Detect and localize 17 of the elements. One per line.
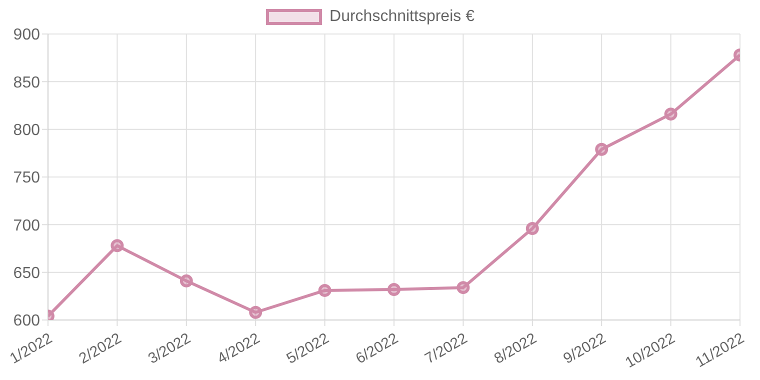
point <box>595 142 608 156</box>
y-tick-label: 650 <box>13 265 40 282</box>
legend-label: Durchschnittspreis € <box>330 8 474 26</box>
y-tick-label: 850 <box>13 74 40 92</box>
y-tick-label: 900 <box>13 26 40 44</box>
point <box>388 282 400 296</box>
point <box>318 284 332 297</box>
point <box>526 222 539 235</box>
y-tick-label: 750 <box>13 170 40 187</box>
y-tick-label: 600 <box>13 312 40 330</box>
point <box>180 274 193 288</box>
point <box>664 108 678 121</box>
y-tick-label: 800 <box>13 122 40 140</box>
point <box>249 306 262 319</box>
point <box>456 281 470 294</box>
y-tick-label: 700 <box>13 217 40 234</box>
point <box>110 239 124 252</box>
